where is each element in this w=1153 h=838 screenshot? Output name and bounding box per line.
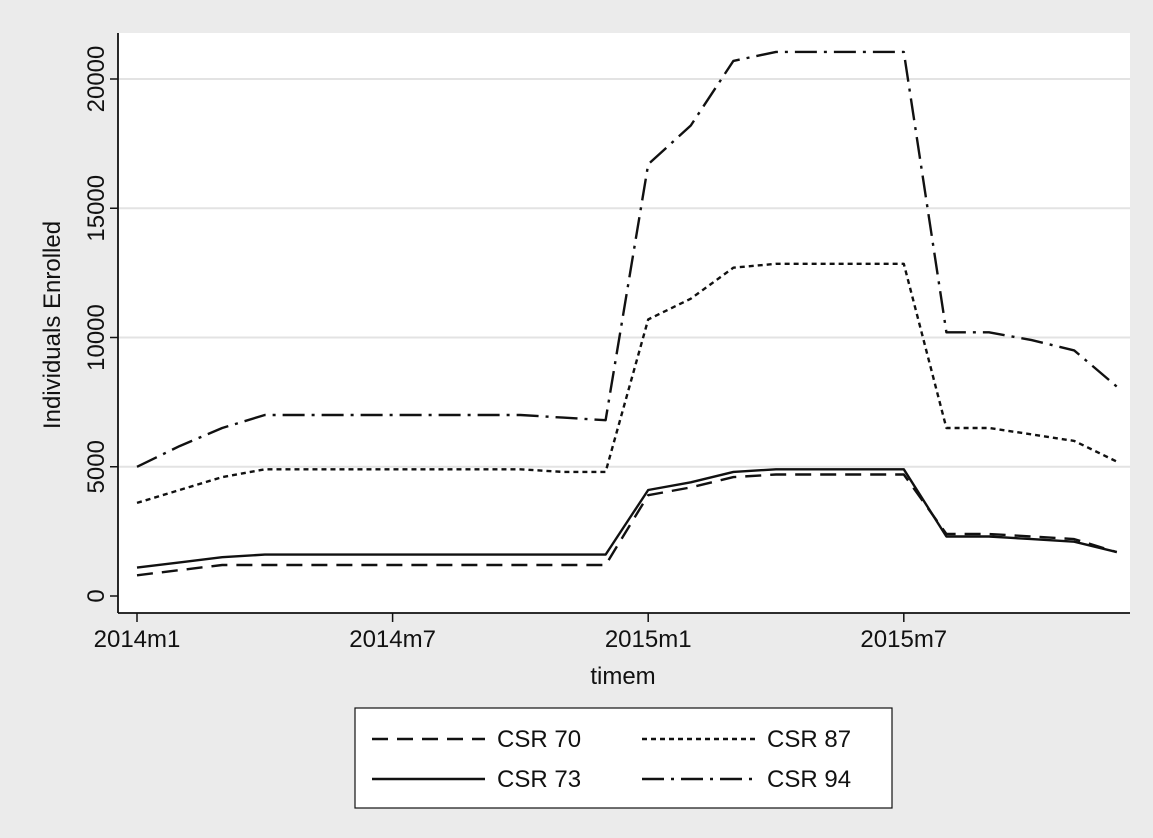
gridlines [118, 78, 1130, 468]
x-tick-label: 2014m1 [94, 626, 181, 653]
y-tick-label: 15000 [83, 175, 110, 242]
x-axis-ticks: 2014m1 2014m7 2015m1 2015m7 [94, 613, 947, 653]
y-tick-label: 20000 [83, 46, 110, 113]
y-tick-label: 5000 [83, 440, 110, 493]
y-axis-title: Individuals Enrolled [39, 221, 66, 429]
x-axis-title: timem [590, 663, 655, 690]
series-line-csr-87 [136, 262, 1118, 505]
legend-label: CSR 73 [497, 766, 581, 793]
legend-label: CSR 87 [767, 726, 851, 753]
legend-box [354, 707, 893, 809]
series-line-csr-94 [136, 50, 1118, 468]
x-tick-label: 2015m1 [605, 626, 692, 653]
series-line-csr-70 [136, 473, 1118, 577]
y-tick-label: 0 [83, 589, 110, 602]
axes [117, 33, 1130, 614]
legend: CSR 70 CSR 87 CSR 73 CSR 94 [354, 707, 893, 809]
series-lines [136, 50, 1118, 577]
x-tick-label: 2014m7 [349, 626, 436, 653]
x-tick-label: 2015m7 [860, 626, 947, 653]
series-line-csr-73 [136, 468, 1118, 569]
plot-area [118, 33, 1130, 613]
legend-label: CSR 70 [497, 726, 581, 753]
y-axis-ticks: 0 5000 10000 15000 20000 [83, 46, 118, 603]
y-tick-label: 10000 [83, 304, 110, 371]
legend-label: CSR 94 [767, 766, 851, 793]
